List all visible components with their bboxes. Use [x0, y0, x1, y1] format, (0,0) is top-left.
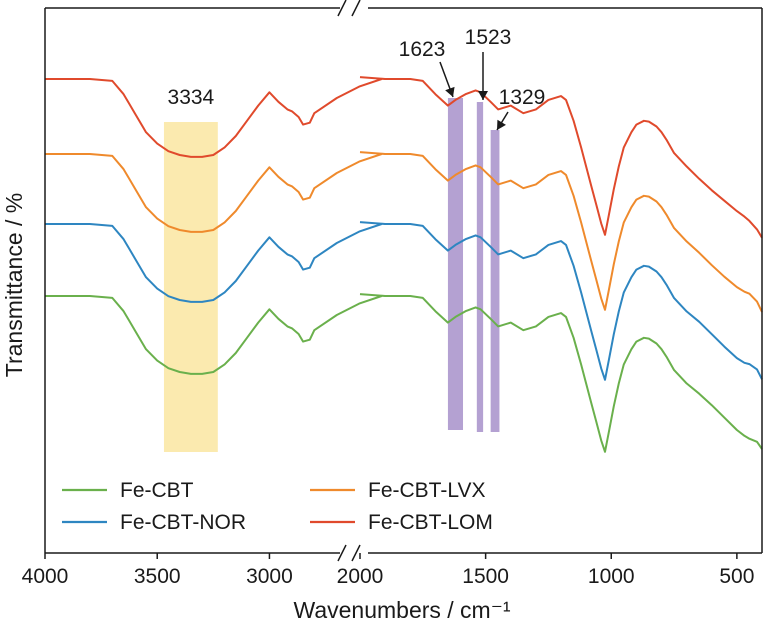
legend-label-Fe-CBT-NOR: Fe-CBT-NOR [120, 511, 246, 534]
series-Fe-CBT-low [359, 293, 763, 453]
annotation-1523: 1523 [465, 26, 512, 49]
x-tick-label-3000: 3000 [246, 565, 293, 588]
spectra-lines [45, 76, 763, 453]
highlight-bands [163, 98, 500, 452]
legend: Fe-CBT Fe-CBT-LVX Fe-CBT-NOR Fe-CBT-LOM [62, 479, 493, 534]
annotation-3334: 3334 [168, 86, 215, 109]
series-Fe-CBT-NOR-high [45, 223, 383, 303]
legend-label-Fe-CBT: Fe-CBT [120, 479, 194, 502]
break-mark-0b [351, 0, 361, 17]
x-tick-label-1000: 1000 [588, 565, 635, 588]
arrow-1523-head [478, 91, 488, 100]
band-3334 [163, 122, 218, 452]
band-1623 [447, 98, 464, 430]
series-Fe-CBT-high [45, 295, 383, 375]
legend-label-Fe-CBT-LOM: Fe-CBT-LOM [368, 511, 493, 534]
band-1329 [490, 130, 500, 432]
band-annotations: 3334 1623 1523 1329 [168, 26, 546, 131]
annotation-1329: 1329 [499, 86, 546, 109]
break-mark-1b [351, 544, 361, 562]
arrow-1329-head [497, 119, 506, 130]
x-ticks: 4000 3500 3000 2000 1500 1000 500 [22, 553, 754, 588]
series-Fe-CBT-NOR-low [359, 221, 763, 381]
annotation-1623: 1623 [399, 38, 446, 61]
series-Fe-CBT-LOM-high [45, 78, 383, 158]
x-tick-label-3500: 3500 [134, 565, 181, 588]
x-axis-title: Wavenumbers / cm⁻¹ [293, 597, 510, 623]
y-axis-title: Transmittance / % [1, 193, 27, 377]
x-tick-label-4000: 4000 [22, 565, 69, 588]
series-Fe-CBT-LVX-low [359, 151, 763, 313]
series-Fe-CBT-LVX-high [45, 153, 383, 233]
x-tick-label-1500: 1500 [462, 565, 509, 588]
break-mark-1a [337, 544, 347, 562]
break-mark-0a [337, 0, 347, 17]
band-1523 [476, 102, 484, 432]
x-tick-label-500: 500 [719, 565, 754, 588]
arrow-1623-head [445, 86, 455, 97]
series-Fe-CBT-LOM-low [359, 76, 763, 239]
x-tick-label-2000: 2000 [337, 565, 384, 588]
legend-label-Fe-CBT-LVX: Fe-CBT-LVX [368, 479, 485, 502]
axes [44, 0, 763, 562]
